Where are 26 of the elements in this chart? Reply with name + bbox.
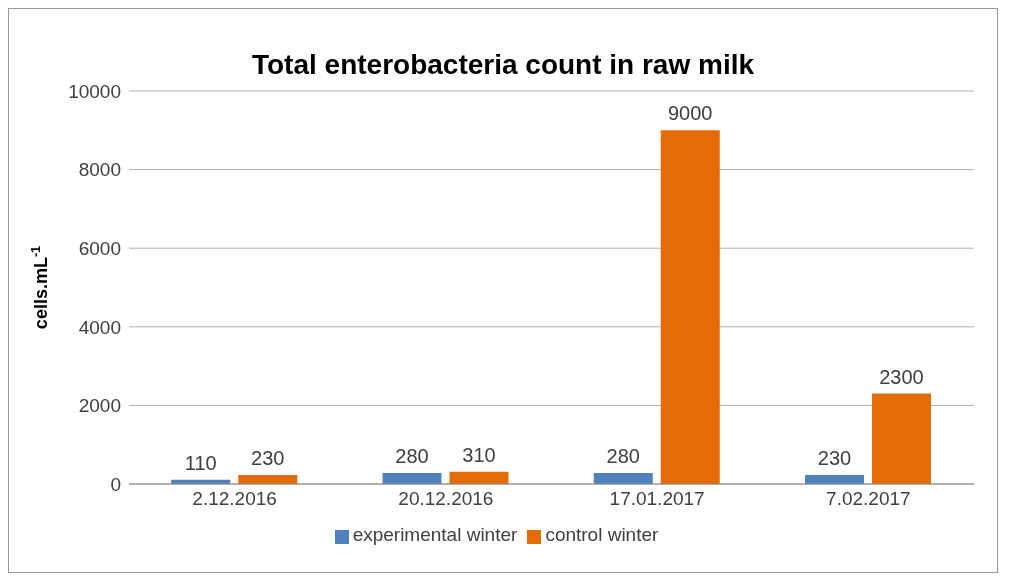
data-label: 230	[817, 446, 852, 469]
bar	[872, 393, 931, 484]
legend-label: control winter	[545, 524, 659, 545]
legend-label: experimental winter	[352, 524, 518, 545]
y-tick-label: 6000	[78, 237, 121, 259]
bar	[660, 130, 720, 484]
y-tick-label: 0	[110, 473, 121, 495]
y-tick-label: 8000	[78, 159, 121, 181]
bar	[593, 473, 653, 484]
x-tick-label: 2.12.2016	[192, 488, 277, 510]
x-tick-label: 17.01.2017	[609, 488, 705, 510]
data-label: 280	[606, 445, 640, 467]
y-tick-label: 4000	[78, 316, 121, 338]
chart-title: Total enterobacteria count in raw milk	[251, 49, 755, 81]
y-tick-label: 2000	[78, 395, 121, 417]
x-tick-label: 7.02.2017	[826, 488, 911, 510]
x-tick-label: 20.12.2016	[398, 488, 494, 510]
data-label: 230	[251, 446, 285, 469]
bar	[382, 473, 442, 484]
data-label: 280	[395, 445, 429, 467]
data-label: 110	[184, 451, 217, 474]
data-label: 310	[462, 443, 496, 466]
data-label: 9000	[668, 102, 713, 125]
y-tick-label: 10000	[68, 80, 121, 102]
bar	[449, 471, 509, 484]
data-label: 2300	[879, 365, 924, 388]
